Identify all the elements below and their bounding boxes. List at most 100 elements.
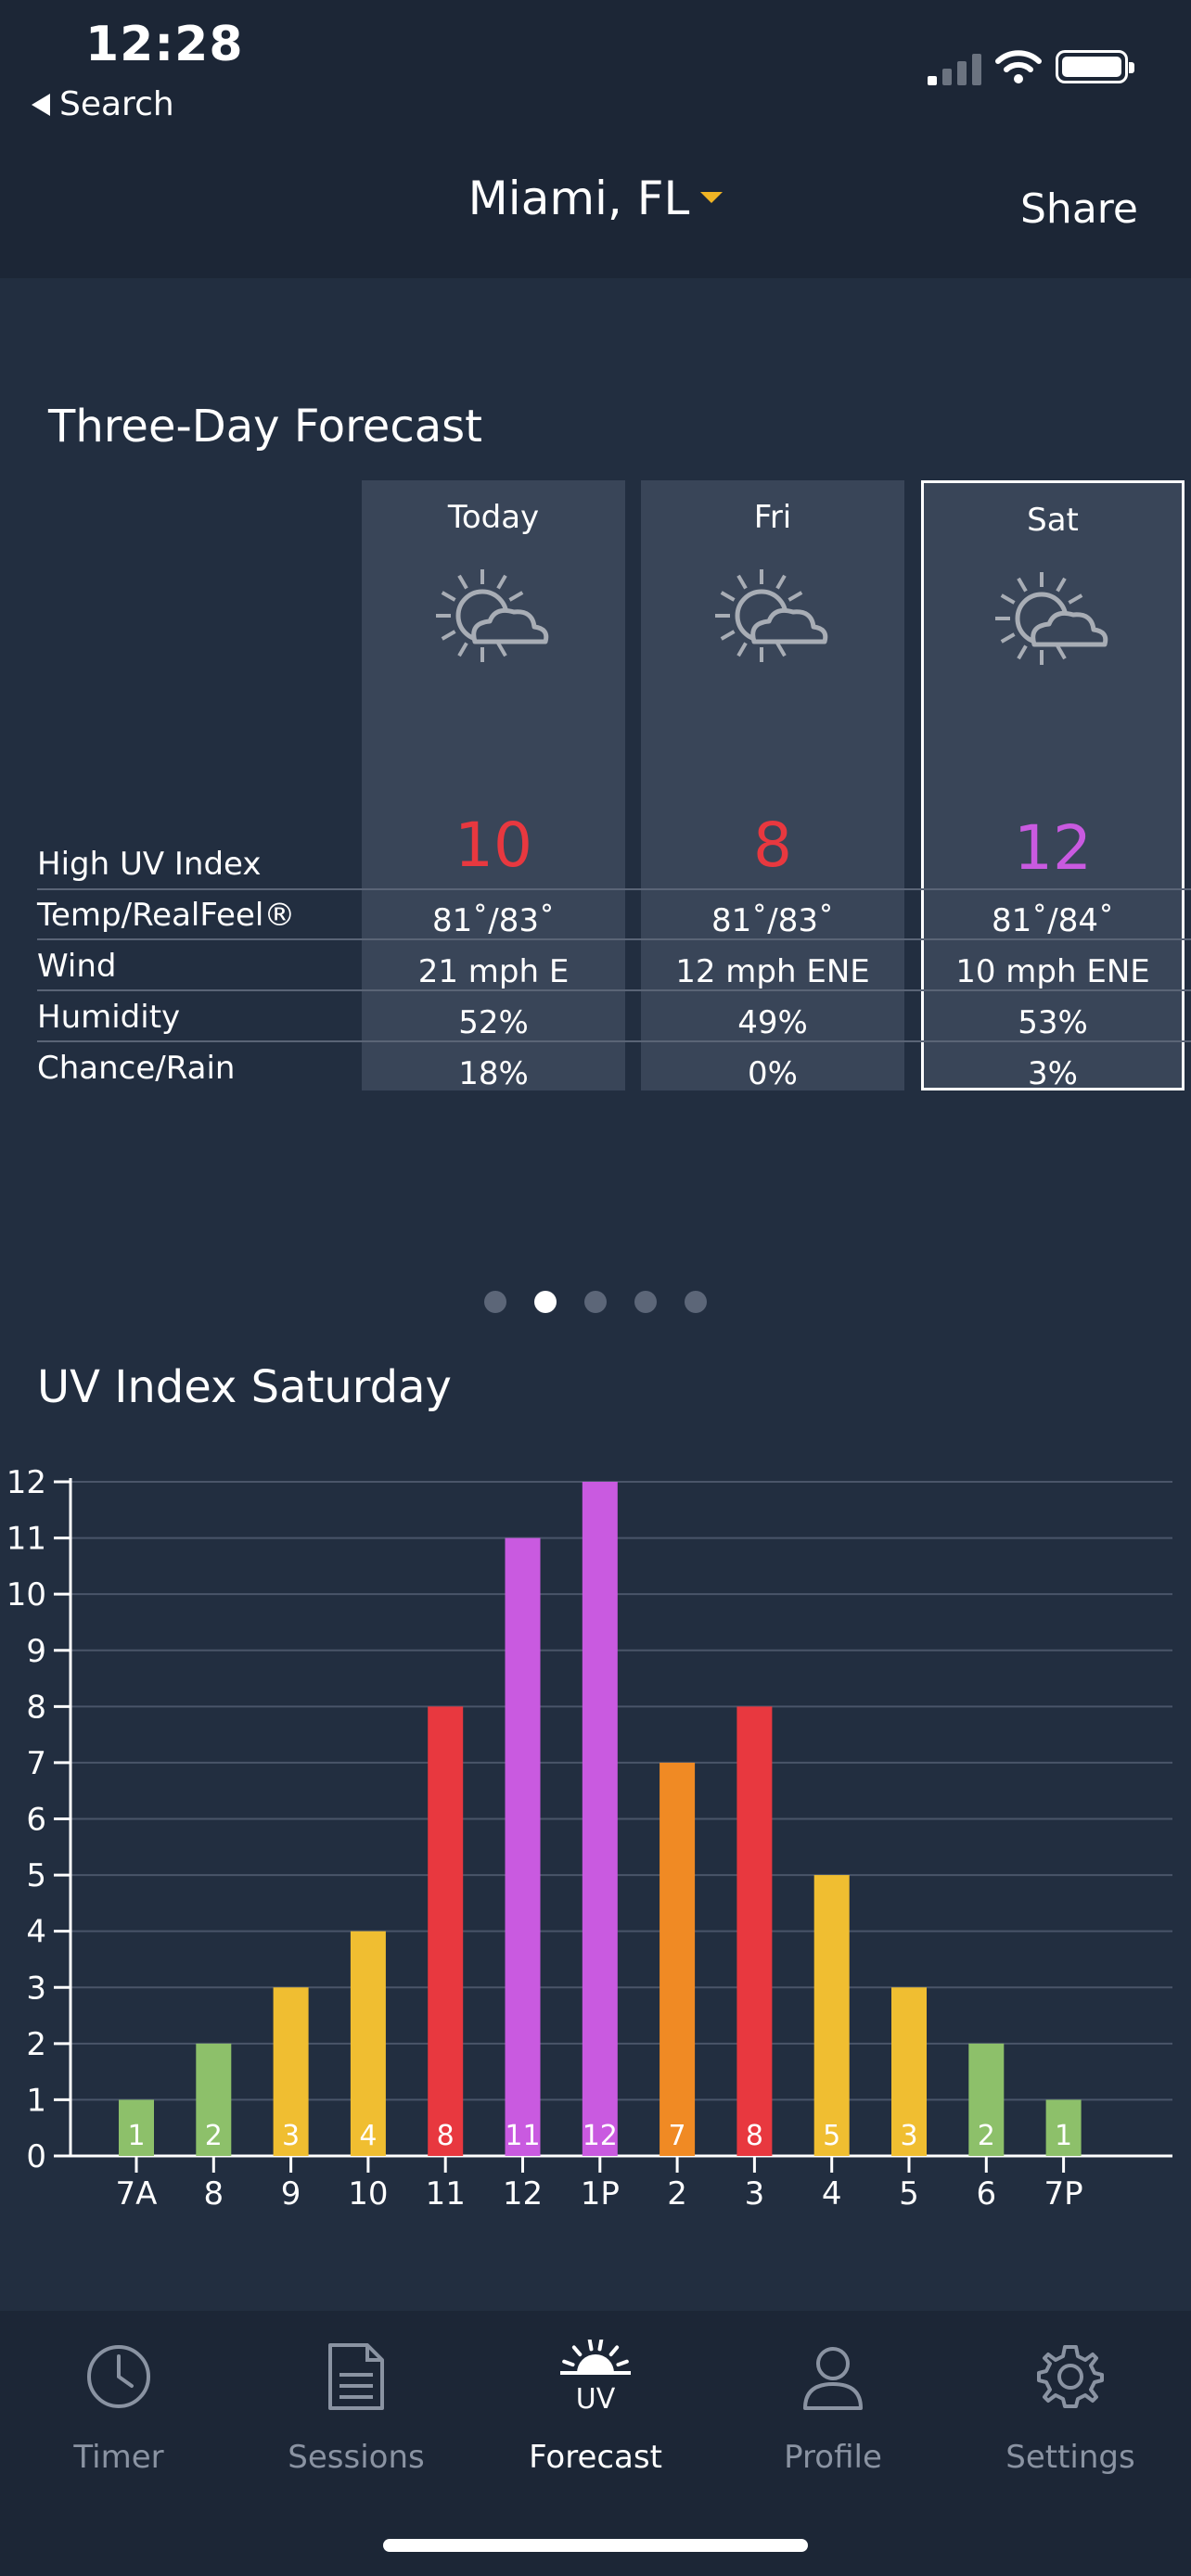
partly-cloudy-sun-icon <box>362 562 625 673</box>
row-divider <box>37 989 1191 991</box>
uv-bar <box>582 1482 618 2156</box>
forecast-day-fri[interactable]: Fri 8 81˚/83˚ 12 mph ENE 49% 0% <box>641 480 904 1092</box>
rain-chance-value: 3% <box>1028 1055 1078 1092</box>
row-label: Temp/RealFeel® <box>37 897 296 934</box>
share-button[interactable]: Share <box>1020 185 1138 233</box>
status-time: 12:28 <box>85 17 244 72</box>
svg-text:UV: UV <box>576 2383 616 2414</box>
page-dot[interactable] <box>685 1291 707 1313</box>
y-tick-label: 7 <box>26 1745 46 1782</box>
x-tick-label: 4 <box>822 2175 842 2213</box>
uv-bar <box>505 1537 541 2156</box>
y-tick-label: 9 <box>26 1633 46 1670</box>
y-tick-label: 8 <box>26 1689 46 1726</box>
rain-chance-value: 0% <box>748 1055 798 1092</box>
x-tick-label: 1P <box>581 2175 620 2213</box>
uv-bar <box>736 1706 773 2156</box>
temp-value: 81˚/83˚ <box>711 902 834 939</box>
partly-cloudy-sun-icon <box>924 565 1182 676</box>
y-tick-label: 10 <box>6 1576 46 1613</box>
bar-value-label: 1 <box>127 2120 145 2152</box>
location-name: Miami, FL <box>467 172 690 225</box>
x-tick-label: 2 <box>667 2175 687 2213</box>
uv-sun-icon: UV <box>503 2335 688 2418</box>
caret-down-icon <box>700 191 724 203</box>
y-tick-label: 4 <box>26 1914 46 1951</box>
uv-bar <box>350 1931 386 2156</box>
humidity-value: 52% <box>458 1004 529 1041</box>
x-tick-label: 7P <box>1044 2175 1083 2213</box>
x-tick-label: 12 <box>503 2175 543 2213</box>
back-label: Search <box>59 85 174 123</box>
humidity-value: 49% <box>737 1004 808 1041</box>
battery-icon <box>1056 50 1134 83</box>
bar-value-label: 1 <box>1055 2120 1072 2152</box>
x-tick-label: 11 <box>426 2175 466 2213</box>
tab-sessions[interactable]: Sessions <box>263 2335 449 2476</box>
tab-forecast[interactable]: UV Forecast <box>503 2335 688 2476</box>
forecast-day-sat[interactable]: Sat 12 81˚/84˚ 10 mph ENE 53% 3% <box>921 480 1185 1092</box>
bar-value-label: 3 <box>900 2120 917 2152</box>
bar-value-label: 5 <box>823 2120 840 2152</box>
uv-bar <box>1045 2099 1082 2156</box>
row-divider <box>37 888 1191 890</box>
tab-settings[interactable]: Settings <box>978 2335 1163 2476</box>
row-label: Humidity <box>37 999 181 1036</box>
page-dot[interactable] <box>634 1291 657 1313</box>
forecast-day-today[interactable]: Today 10 81˚/83˚ 21 mph E 52% 18% <box>362 480 625 1092</box>
uv-bar <box>660 1762 696 2156</box>
tab-timer[interactable]: Timer <box>26 2335 211 2476</box>
status-icons <box>928 48 1134 85</box>
tab-label: Sessions <box>288 2439 425 2476</box>
page-dot[interactable] <box>534 1291 557 1313</box>
wifi-icon <box>995 50 1042 83</box>
document-icon <box>263 2335 449 2418</box>
gear-icon <box>978 2335 1163 2418</box>
partly-cloudy-sun-icon <box>641 562 904 673</box>
y-tick-label: 1 <box>26 2082 46 2119</box>
clock-icon <box>26 2335 211 2418</box>
wind-value: 21 mph E <box>417 953 570 990</box>
uv-bar <box>813 1875 850 2156</box>
temp-value: 81˚/84˚ <box>992 902 1114 939</box>
rain-chance-value: 18% <box>458 1055 529 1092</box>
bar-value-label: 2 <box>205 2120 223 2152</box>
forecast-title: Three-Day Forecast <box>48 401 482 453</box>
y-tick-label: 12 <box>6 1465 46 1501</box>
bar-value-label: 4 <box>359 2120 377 2152</box>
wind-value: 10 mph ENE <box>955 953 1150 990</box>
bar-value-label: 11 <box>505 2120 540 2152</box>
page-dot[interactable] <box>484 1291 506 1313</box>
x-tick-label: 8 <box>203 2175 224 2213</box>
back-arrow-icon <box>32 93 50 116</box>
bar-value-label: 8 <box>437 2120 455 2152</box>
x-tick-label: 9 <box>281 2175 301 2213</box>
tab-label: Settings <box>1005 2439 1135 2476</box>
uv-chart-title: UV Index Saturday <box>37 1361 452 1413</box>
uv-bar <box>196 2043 232 2156</box>
day-name: Fri <box>753 499 792 536</box>
x-tick-label: 5 <box>899 2175 919 2213</box>
tab-profile[interactable]: Profile <box>740 2335 926 2476</box>
row-label: Wind <box>37 948 117 985</box>
humidity-value: 53% <box>1018 1004 1088 1041</box>
page-dot[interactable] <box>584 1291 607 1313</box>
y-tick-label: 0 <box>26 2138 46 2175</box>
y-tick-label: 6 <box>26 1802 46 1839</box>
day-name: Sat <box>1027 502 1079 539</box>
y-tick-label: 5 <box>26 1857 46 1894</box>
uv-bar <box>428 1706 464 2156</box>
high-uv-value: 12 <box>1014 812 1092 884</box>
back-to-search-link[interactable]: Search <box>32 85 174 123</box>
uv-index-bar-chart: 012345678910111217A28394108111112121P728… <box>6 1465 1172 2213</box>
location-selector[interactable]: Miami, FL <box>0 172 1191 225</box>
bar-value-label: 2 <box>978 2120 995 2152</box>
page-indicator[interactable] <box>0 1291 1191 1313</box>
x-tick-label: 3 <box>745 2175 765 2213</box>
wind-value: 12 mph ENE <box>675 953 870 990</box>
cellular-signal-icon <box>928 48 981 85</box>
tab-label: Profile <box>784 2439 882 2476</box>
bar-value-label: 3 <box>282 2120 300 2152</box>
bar-value-label: 12 <box>583 2120 618 2152</box>
temp-value: 81˚/83˚ <box>432 902 555 939</box>
